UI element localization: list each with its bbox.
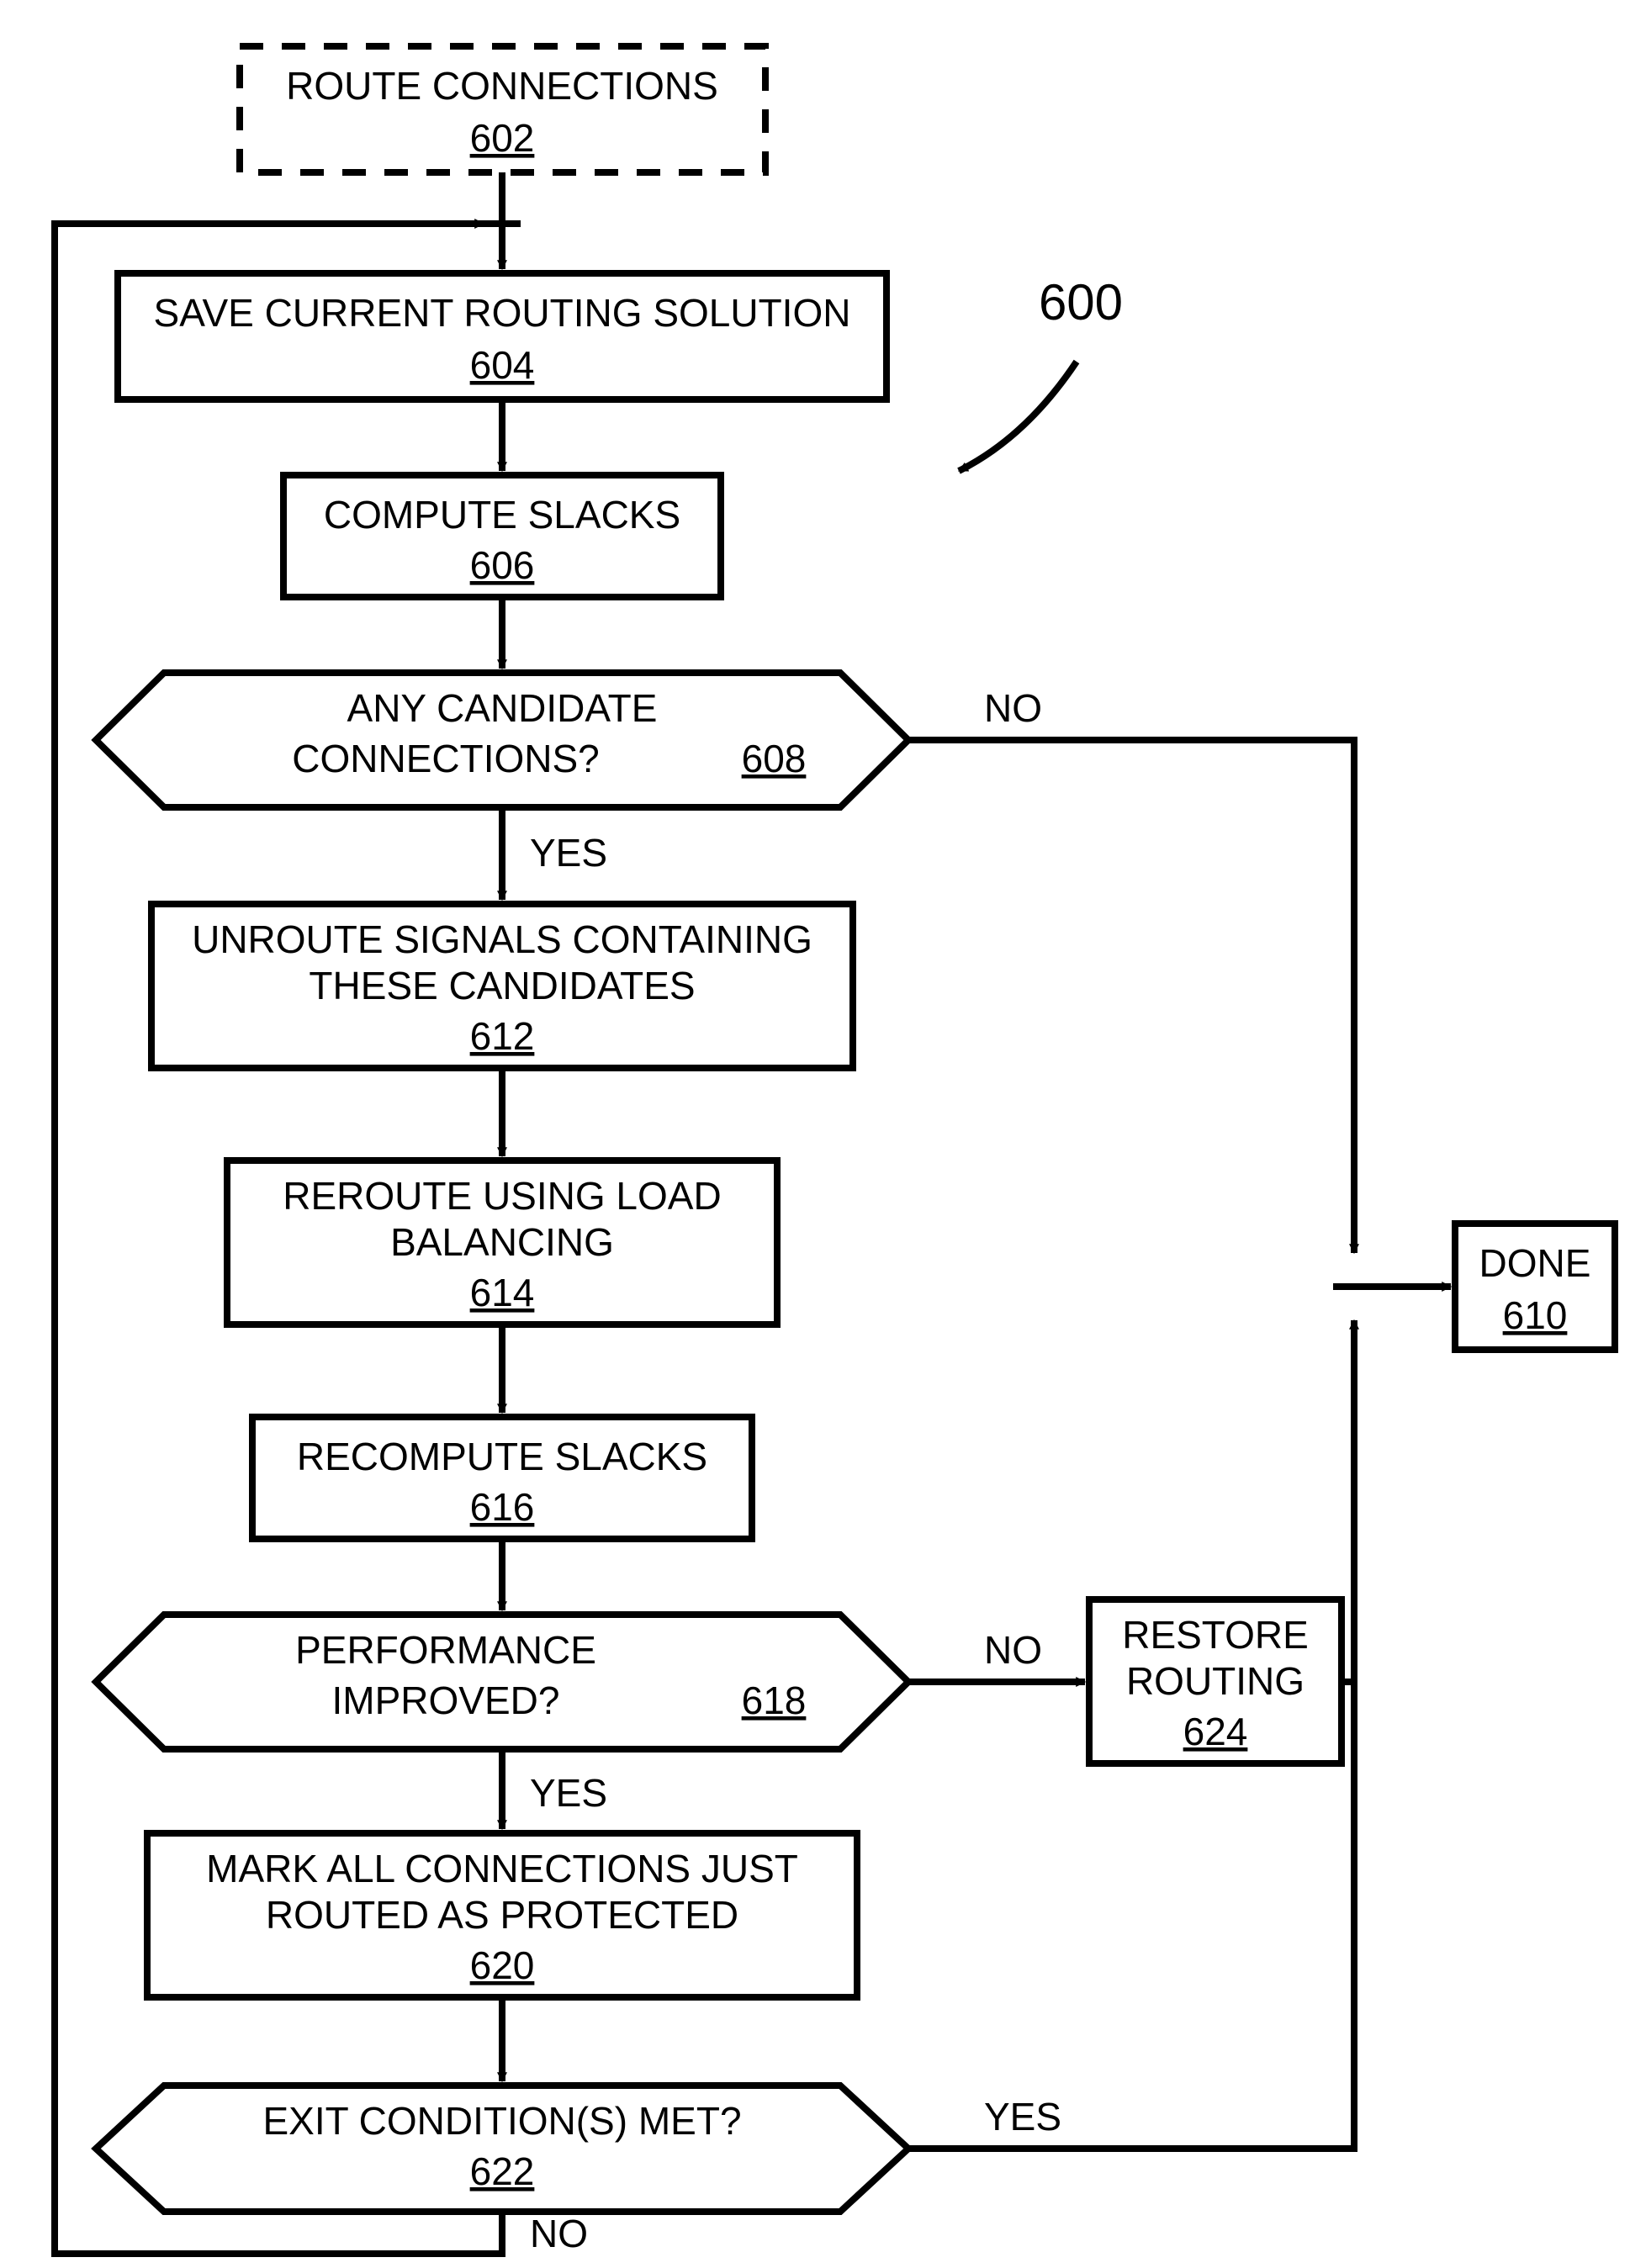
edge-608-yes-label: YES [530, 831, 607, 875]
node-614-number: 614 [470, 1271, 535, 1314]
node-606-label: COMPUTE SLACKS [324, 493, 680, 537]
node-608-label-1: ANY CANDIDATE [347, 686, 658, 730]
node-618-number: 618 [742, 1679, 807, 1722]
node-604-number: 604 [470, 343, 535, 387]
node-622-number: 622 [470, 2149, 535, 2193]
edge-608-no-label: NO [984, 686, 1042, 730]
node-612-number: 612 [470, 1014, 535, 1058]
node-618-label-2: IMPROVED? [332, 1679, 560, 1722]
node-624-label-2: ROUTING [1126, 1659, 1305, 1703]
node-622-label: EXIT CONDITION(S) MET? [262, 2099, 741, 2143]
node-602-label: ROUTE CONNECTIONS [286, 64, 718, 108]
edge-608-no [908, 740, 1354, 1253]
node-610-label: DONE [1479, 1241, 1591, 1285]
node-620-label-1: MARK ALL CONNECTIONS JUST [206, 1847, 798, 1890]
node-608-number: 608 [742, 737, 807, 780]
node-608-label-2: CONNECTIONS? [292, 737, 599, 780]
node-610-number: 610 [1503, 1293, 1568, 1337]
node-624-number: 624 [1183, 1710, 1248, 1753]
edge-622-no-label: NO [530, 2212, 588, 2255]
node-620-label-2: ROUTED AS PROTECTED [266, 1893, 738, 1937]
node-614-label-1: REROUTE USING LOAD [283, 1174, 721, 1218]
node-614-label-2: BALANCING [390, 1220, 614, 1264]
node-616-label: RECOMPUTE SLACKS [297, 1435, 707, 1478]
edge-618-no-label: NO [984, 1628, 1042, 1672]
node-620-number: 620 [470, 1943, 535, 1987]
edge-618-yes-label: YES [530, 1771, 607, 1815]
edge-622-yes-label: YES [984, 2095, 1061, 2138]
figure-label: 600 [1039, 274, 1123, 330]
node-616-number: 616 [470, 1485, 535, 1529]
node-606-number: 606 [470, 543, 535, 587]
node-618-label-1: PERFORMANCE [295, 1628, 596, 1672]
node-604-label: SAVE CURRENT ROUTING SOLUTION [154, 291, 851, 335]
node-612-label-1: UNROUTE SIGNALS CONTAINING [192, 917, 812, 961]
node-612-label-2: THESE CANDIDATES [309, 964, 695, 1007]
node-624-label-1: RESTORE [1122, 1613, 1309, 1657]
node-602-number: 602 [470, 116, 535, 160]
figure-label-arrow [959, 362, 1077, 471]
